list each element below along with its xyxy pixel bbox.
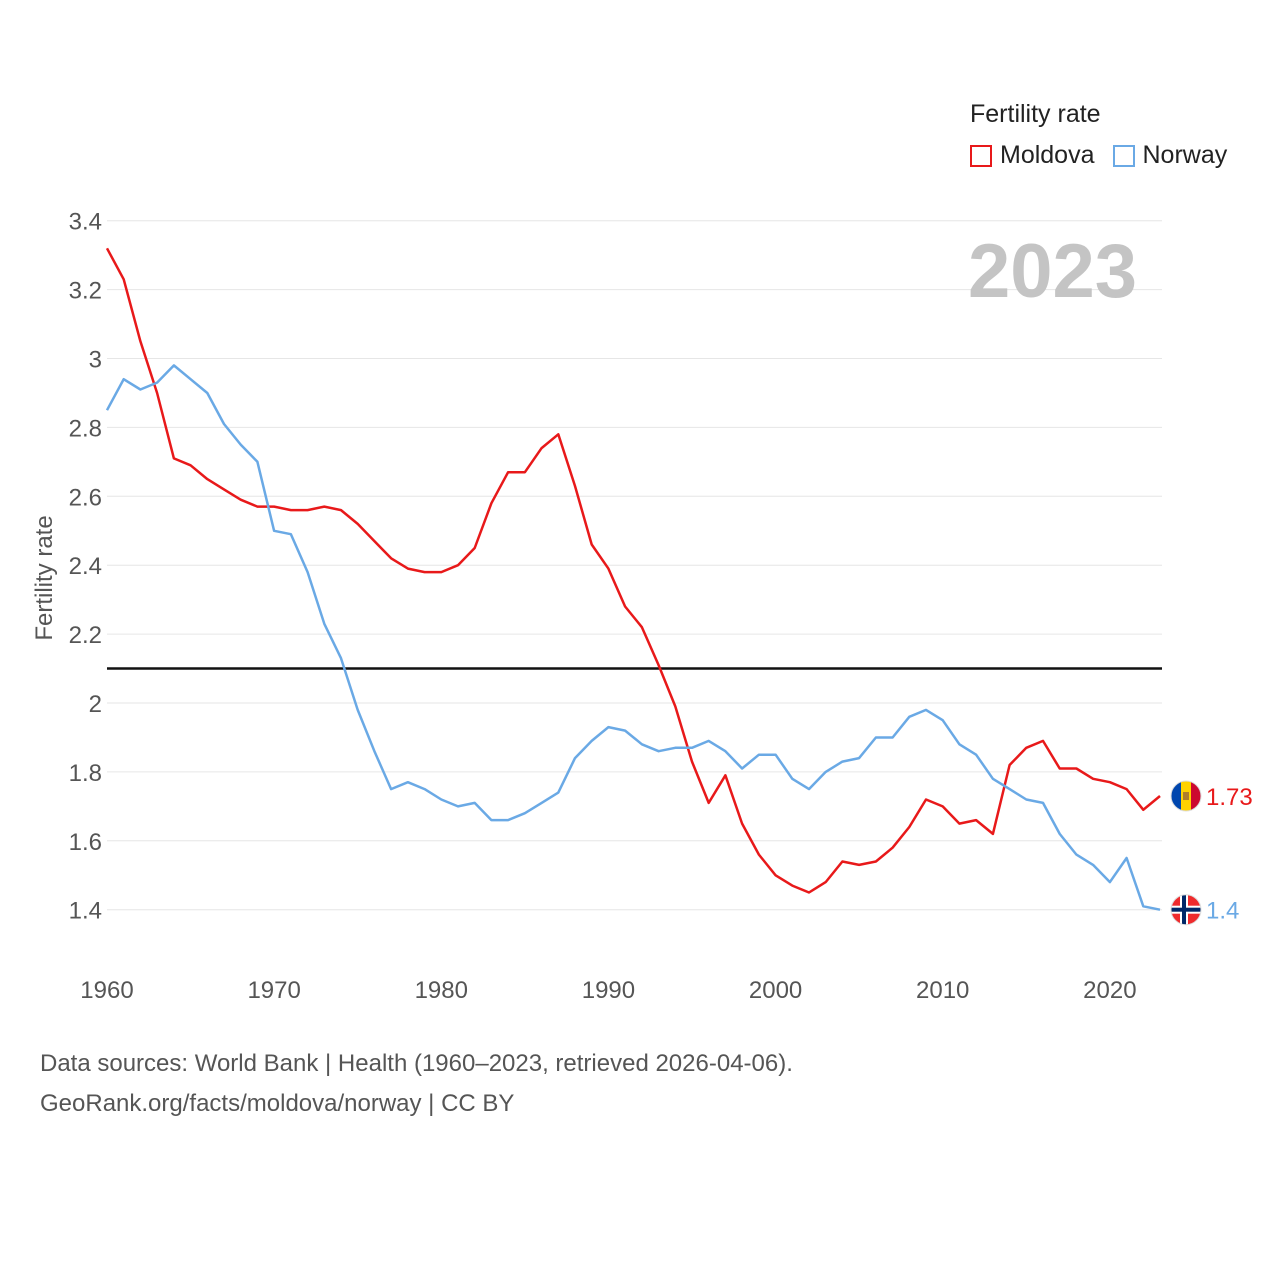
legend-title: Fertility rate [970,100,1101,128]
source-line-1: Data sources: World Bank | Health (1960–… [40,1050,793,1077]
source-note: Data sources: World Bank | Health (1960–… [40,1044,793,1124]
series-line-norway [105,364,1161,911]
y-tick-label: 2.4 [69,553,102,580]
x-axis-ticks: 1960 1970 1980 1990 2000 2010 2020 [80,977,1136,1004]
x-tick-label: 2000 [749,977,802,1004]
x-tick-label: 1970 [247,977,300,1004]
series-end-markers: 1.73 1.4 [1170,780,1253,926]
legend: Fertility rate Moldova Norway [970,100,1245,170]
flag-norway-icon [1170,894,1202,926]
gridlines [107,220,1162,911]
y-axis-label: Fertility rate [31,515,58,640]
y-tick-label: 2.6 [69,484,102,511]
end-value-label-moldova: 1.73 [1206,784,1253,811]
legend-item-norway[interactable]: Norway [1112,141,1228,170]
y-axis-ticks: 1.4 1.6 1.8 2 2.2 2.4 2.6 2.8 3 3.2 3.4 [69,209,102,925]
y-tick-label: 1.4 [69,898,102,925]
y-tick-label: 1.8 [69,760,102,787]
y-tick-label: 2.2 [69,622,102,649]
y-tick-label: 1.6 [69,829,102,856]
y-tick-label: 2.8 [69,415,102,442]
legend-label-norway: Norway [1142,141,1228,169]
legend-swatch-moldova [970,144,992,167]
legend-label-moldova: Moldova [1000,141,1095,169]
y-tick-label: 2 [89,691,102,718]
y-tick-label: 3 [89,347,102,374]
x-tick-label: 1960 [80,977,133,1004]
flag-moldova-icon [1170,780,1202,812]
legend-item-moldova[interactable]: Moldova [970,141,1095,170]
legend-swatch-norway [1112,144,1135,167]
series-line-moldova [105,247,1161,894]
x-tick-label: 2010 [916,977,969,1004]
x-tick-label: 1980 [415,977,468,1004]
source-line-2[interactable]: GeoRank.org/facts/moldova/norway | CC BY [40,1090,515,1117]
series-lines [105,247,1161,911]
x-tick-label: 2020 [1083,977,1136,1004]
y-tick-label: 3.4 [69,209,102,236]
y-tick-label: 3.2 [69,278,102,305]
x-tick-label: 1990 [582,977,635,1004]
year-label: 2023 [968,229,1138,314]
end-value-label-norway: 1.4 [1206,898,1239,925]
